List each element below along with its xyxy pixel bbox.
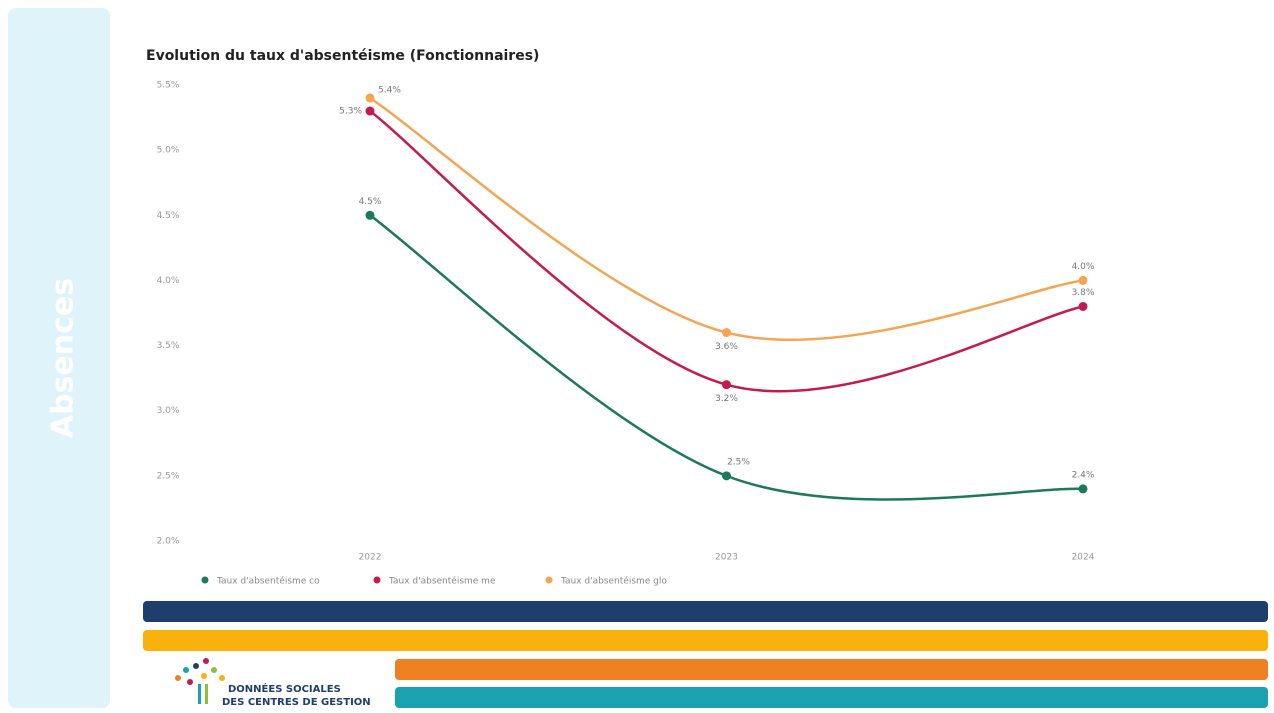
band xyxy=(395,659,1268,680)
legend-marker xyxy=(545,576,553,584)
data-label: 3.6% xyxy=(715,342,738,352)
data-label: 2.4% xyxy=(1072,470,1095,480)
band xyxy=(143,630,1268,651)
sidebar-panel xyxy=(8,8,110,708)
legend-marker xyxy=(201,576,209,584)
y-tick-label: 4.0% xyxy=(157,276,180,286)
point xyxy=(1078,275,1088,285)
data-label: 3.2% xyxy=(715,394,738,404)
x-tick-label: 2024 xyxy=(1072,553,1095,563)
x-tick-label: 2023 xyxy=(715,553,738,563)
logo-icon xyxy=(175,658,225,704)
y-tick-label: 2.0% xyxy=(157,537,180,547)
point xyxy=(1078,484,1088,494)
point xyxy=(722,471,731,481)
y-tick-label: 3.5% xyxy=(157,341,180,351)
y-tick-label: 3.0% xyxy=(157,406,180,416)
data-label: 2.5% xyxy=(727,457,750,467)
point xyxy=(722,380,731,390)
y-tick-label: 2.5% xyxy=(157,471,180,481)
y-tick-label: 5.5% xyxy=(157,81,180,91)
sidebar-label: Absences xyxy=(46,278,81,438)
chart-title: Evolution du taux d'absentéisme (Fonctio… xyxy=(146,48,539,64)
band xyxy=(395,687,1268,708)
y-tick-label: 4.5% xyxy=(157,211,180,221)
point xyxy=(365,93,375,103)
legend-label: Taux d'absentéisme glo xyxy=(560,576,667,587)
x-tick-label: 2022 xyxy=(359,553,382,563)
legend-label: Taux d'absentéisme co xyxy=(216,576,320,587)
band xyxy=(143,601,1268,622)
y-tick-label: 5.0% xyxy=(157,146,180,156)
data-label: 5.4% xyxy=(378,86,401,96)
data-label: 4.5% xyxy=(359,197,382,207)
point xyxy=(722,328,731,338)
data-label: 3.8% xyxy=(1072,288,1095,298)
point xyxy=(1078,301,1088,311)
logo-text: DES CENTRES DE GESTION xyxy=(222,697,371,708)
point xyxy=(365,106,375,116)
data-label: 5.3% xyxy=(339,107,362,117)
point xyxy=(365,210,375,220)
logo-text: DONNÉES SOCIALES xyxy=(228,682,341,695)
data-label: 4.0% xyxy=(1072,262,1095,272)
legend-label: Taux d'absentéisme me xyxy=(388,576,496,587)
legend-marker xyxy=(373,576,381,584)
